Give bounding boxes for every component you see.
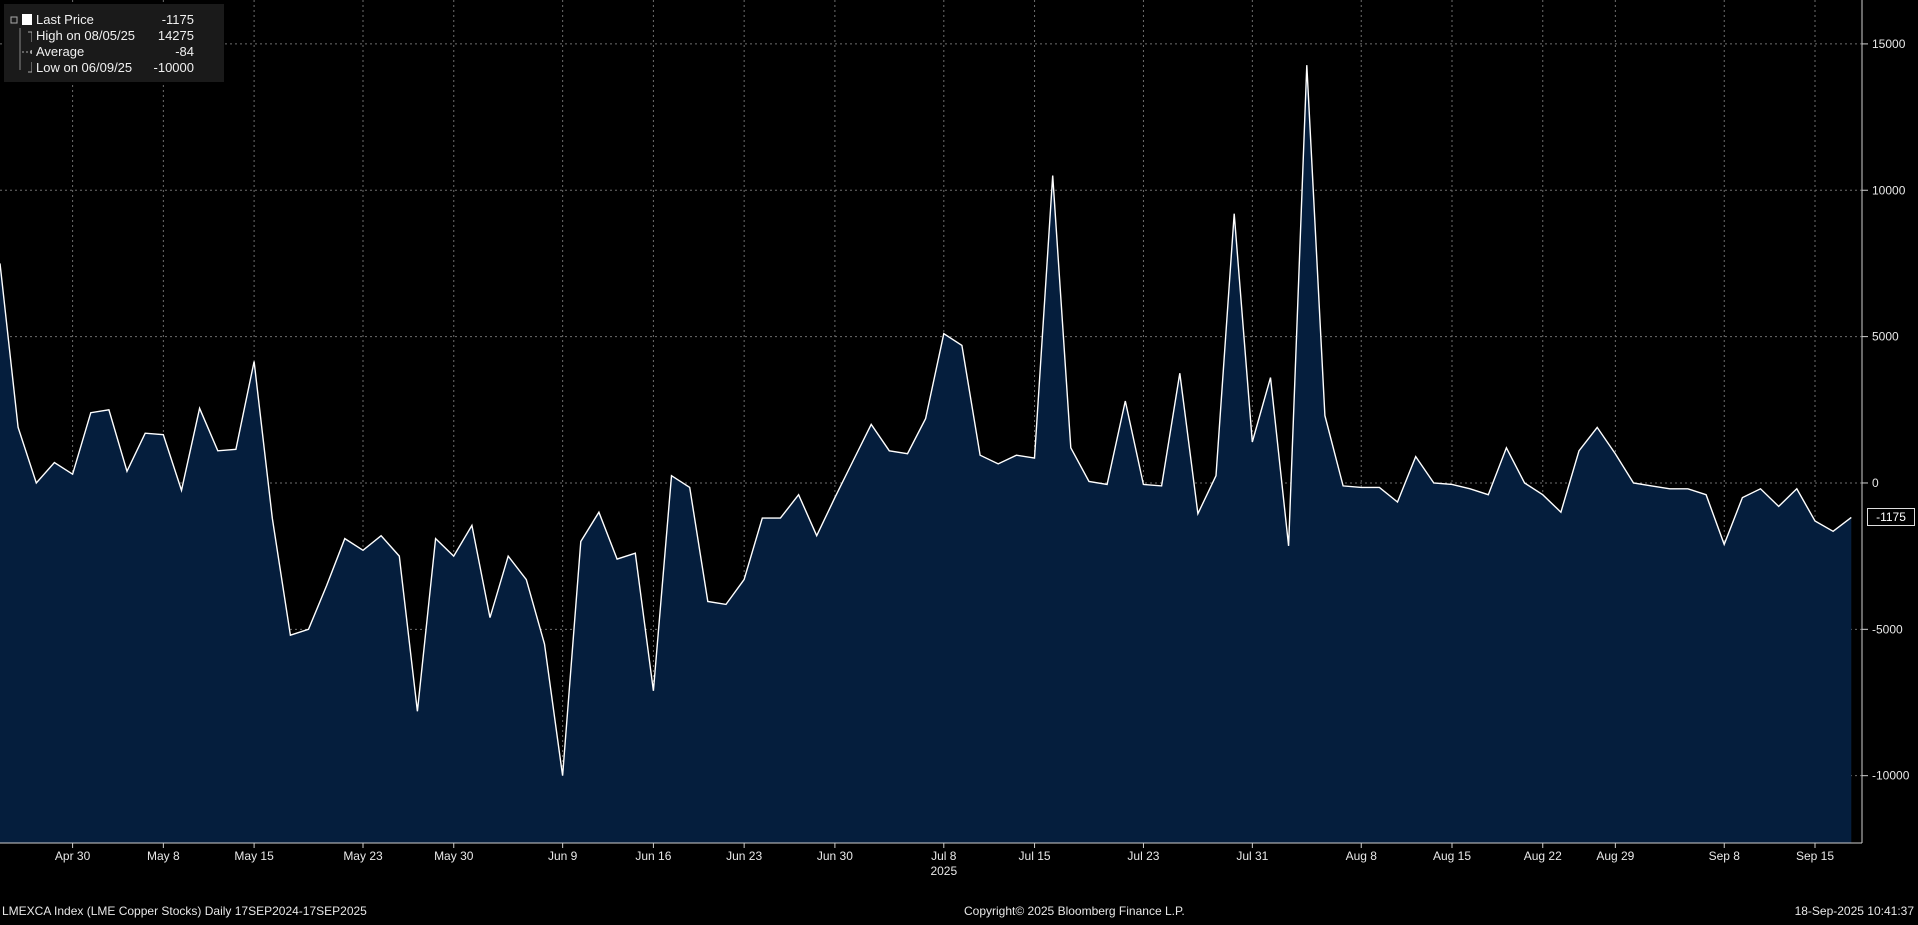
footer-timestamp: 18-Sep-2025 10:41:37 <box>1794 904 1914 918</box>
legend-average: Average -84 <box>4 44 224 60</box>
legend: Last Price -1175 High on 08/05/25 14275 … <box>4 4 224 82</box>
x-tick-label: May 23 <box>343 849 383 863</box>
legend-high: High on 08/05/25 14275 <box>4 28 224 44</box>
x-tick-label: Jul 8 <box>931 849 957 863</box>
average-marker-icon <box>10 44 40 60</box>
x-tick-label: Aug 8 <box>1346 849 1378 863</box>
x-tick-label: Aug 22 <box>1524 849 1562 863</box>
series-area <box>0 65 1852 844</box>
x-tick-label: May 30 <box>434 849 474 863</box>
legend-average-value: -84 <box>175 44 194 59</box>
x-tick-label: Jun 23 <box>726 849 762 863</box>
x-tick-label: Aug 29 <box>1596 849 1634 863</box>
x-ticks: Apr 30 May 8 May 15 May 23 May 30 Jun 9 Jun 16… <box>55 843 1834 878</box>
last-value-label: -1175 <box>1867 508 1915 527</box>
x-tick-label: May 8 <box>147 849 180 863</box>
y-tick-label: -10000 <box>1872 769 1910 783</box>
legend-high-value: 14275 <box>157 28 194 43</box>
legend-last-price: Last Price -1175 <box>4 12 224 28</box>
y-tick-label: -5000 <box>1872 622 1903 636</box>
y-tick-label: 5000 <box>1872 330 1899 344</box>
footer-ticker: LMEXCA Index (LME Copper Stocks) Daily 1… <box>2 904 367 918</box>
high-marker-icon <box>10 28 36 44</box>
x-tick-label: Jun 16 <box>635 849 671 863</box>
series-line <box>0 65 1852 776</box>
low-marker-icon <box>10 60 36 76</box>
year-label: 2025 <box>930 864 957 878</box>
x-tick-label: Jun 30 <box>817 849 853 863</box>
y-tick-label: 0 <box>1872 476 1879 490</box>
y-tick-label: 15000 <box>1872 37 1906 51</box>
legend-high-label: High on 08/05/25 <box>36 28 136 43</box>
legend-last-price-value: -1175 <box>161 12 194 27</box>
x-tick-label: Jul 15 <box>1019 849 1051 863</box>
x-tick-label: May 15 <box>234 849 274 863</box>
legend-low: Low on 06/09/25 -10000 <box>4 60 224 76</box>
x-tick-label: Jun 9 <box>548 849 578 863</box>
x-tick-label: Sep 15 <box>1796 849 1834 863</box>
x-tick-label: Apr 30 <box>55 849 91 863</box>
x-tick-label: Jul 31 <box>1236 849 1268 863</box>
last-price-icon <box>10 12 33 28</box>
y-ticks: 15000 10000 5000 0 -5000 -10000 <box>1862 37 1910 783</box>
x-tick-label: Jul 23 <box>1127 849 1159 863</box>
y-tick-label: 10000 <box>1872 183 1906 197</box>
legend-low-value: -10000 <box>153 60 194 75</box>
x-tick-label: Aug 15 <box>1433 849 1471 863</box>
legend-average-label: Average <box>36 44 85 59</box>
x-tick-label: Sep 8 <box>1709 849 1741 863</box>
footer-copyright: Copyright© 2025 Bloomberg Finance L.P. <box>964 904 1185 918</box>
legend-low-label: Low on 06/09/25 <box>36 60 133 75</box>
legend-last-price-label: Last Price <box>36 12 94 27</box>
